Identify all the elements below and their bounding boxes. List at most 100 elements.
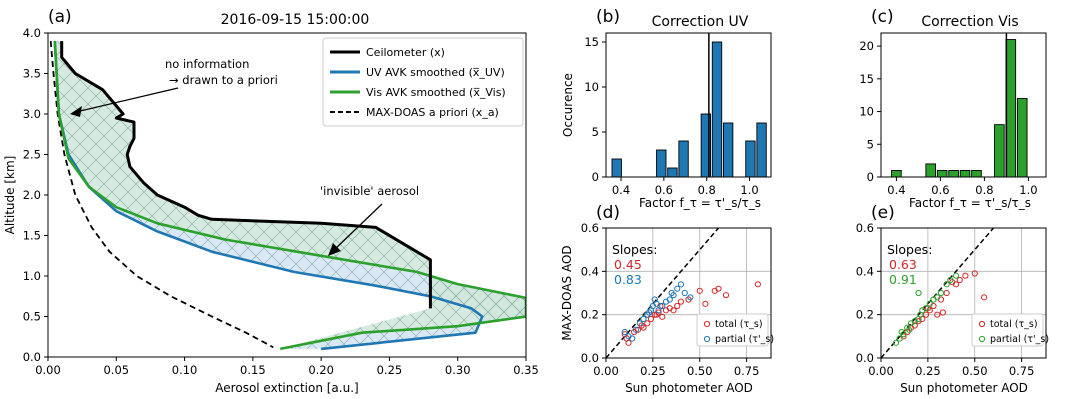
panel-d-point-partial (666, 296, 673, 303)
panel-c-bar (1005, 39, 1017, 178)
panel-c-title: Correction Vis (921, 14, 1018, 30)
panel-d-point-total (722, 292, 730, 299)
panel-e-point-partial (922, 305, 930, 312)
panel-e-ytick-label: 0.2 (856, 308, 874, 322)
legend-label-ceilometer: Ceilometer (x) (366, 46, 445, 59)
panel-a-xtick-label: 0.10 (172, 363, 198, 377)
panel-d-ytick-label: 0.6 (581, 221, 599, 235)
panel-d-xtick-label: 0.75 (734, 364, 760, 378)
panel-d-point-total (647, 315, 655, 323)
panel-b-yticks: 0 5 10 15 (584, 35, 606, 184)
panel-e-legend-marker-partial (978, 335, 986, 343)
panel-e-xtick-label: 0.00 (868, 364, 894, 378)
panel-d-ytick-label: 0.2 (581, 308, 599, 322)
panel-c-xlabel: Factor f_τ = τ'_s/τ_s (909, 196, 1031, 210)
panel-a-ytick-label: 0.0 (23, 350, 41, 364)
panel-a-ytick-label: 3.0 (23, 107, 41, 121)
line-uv-smoothed (53, 41, 484, 351)
panel-c-letter: (c) (871, 7, 894, 27)
panel-d-legend-box (696, 313, 769, 347)
panel-a-yticks: 0.0 0.5 1.0 1.5 2.0 2.5 3.0 3.5 4.0 (23, 26, 48, 364)
panel-e-point-partial (926, 300, 933, 307)
panel-c-bar (891, 170, 902, 178)
legend-box (322, 37, 524, 127)
panel-e-ytick-label: 0.6 (856, 221, 874, 235)
panel-d-point-total (625, 339, 632, 346)
panel-e-point-partial (947, 276, 954, 284)
panel-c-bar (959, 170, 971, 178)
panel-a-xlabel: Aerosol extinction [a.u.] (215, 381, 358, 395)
panel-b-letter: (b) (596, 7, 620, 27)
panel-a-fills (54, 41, 526, 349)
panel-d-point-partial (651, 296, 658, 303)
panel-e-point-partial (896, 335, 903, 342)
panel-d-xtick-label: 0.25 (640, 364, 666, 378)
panel-a-xtick-label: 0.00 (35, 363, 61, 377)
panel-b-bar (745, 140, 756, 178)
legend-label-vis: Vis AVK smoothed (x̅_Vis) (366, 86, 506, 99)
annotation-drawn-to-a-priori: → drawn to a priori (169, 73, 278, 87)
panel-b-title: Correction UV (652, 14, 749, 30)
panel-d-xticks: 0.00 0.25 0.50 0.75 (593, 358, 759, 378)
panel-a-ylabel: Altitude [km] (3, 156, 17, 235)
annotation-arrowhead-invisible (328, 243, 341, 256)
panel-a-ytick-label: 3.5 (23, 67, 41, 81)
panel-d-point-total (640, 324, 647, 331)
panel-b-ylabel: Occurence (561, 73, 575, 137)
panel-e-yticks: 0.0 0.2 0.4 0.6 (856, 221, 881, 365)
panel-d-point-total (655, 309, 662, 316)
panel-e-point-partial (952, 272, 960, 279)
line-vis-smoothed (53, 41, 526, 351)
panel-d-point-partial (677, 281, 685, 288)
panel-d-point-partial (687, 294, 694, 301)
panel-c-xtick-label: 0.8 (975, 183, 993, 197)
panel-e-xtick-label: 0.50 (962, 364, 988, 378)
panel-d-xtick-label: 0.50 (687, 364, 713, 378)
panel-d-point-partial (640, 315, 647, 323)
panel-e-slope-total: 0.63 (889, 257, 917, 272)
panel-d-point-partial (655, 307, 662, 314)
panel-a-xticks: 0.00 0.05 0.10 0.15 0.20 0.25 0.30 0.35 (35, 357, 539, 377)
panel-b-bar (711, 41, 723, 178)
panel-c-yticks: 0 5 10 15 20 (859, 39, 881, 184)
panel-a-ytick-label: 2.0 (23, 188, 41, 202)
panel-c-ytick-label: 0 (867, 170, 874, 184)
panel-e-point-total (981, 294, 988, 301)
panel-e-xlabel: Sun photometer AOD (900, 381, 1028, 395)
panel-c-ytick-label: 15 (859, 72, 874, 86)
panel-c: (c) Correction Vis 0.4 0.6 0.8 1.0 0 5 10 15 20… (859, 7, 1047, 210)
panel-e-ytick-label: 0.4 (856, 264, 874, 278)
panel-d-point-total (670, 307, 677, 314)
panel-d-ytick-label: 0.0 (581, 351, 599, 365)
panel-d-point-partial (636, 320, 643, 327)
panel-c-ytick-label: 20 (859, 39, 874, 53)
panel-e-slopes-label: Slopes: (887, 242, 932, 257)
panel-d-letter: (d) (596, 203, 620, 223)
panel-d-point-total (702, 300, 709, 307)
panel-b-ytick-label: 15 (584, 35, 599, 49)
panel-d-point-partial (659, 302, 666, 310)
panel-e-point-total (952, 281, 960, 288)
panel-a-ytick-label: 4.0 (23, 26, 41, 40)
annotation-no-information: no information (165, 57, 249, 71)
panel-b-xtick-label: 1.0 (740, 183, 758, 197)
annotation-arrow-invisible (333, 203, 383, 251)
panel-d-point-total (715, 285, 722, 292)
panel-d-point-partial (681, 289, 688, 297)
panel-b-xlabel: Factor f_τ = τ'_s/τ_s (639, 196, 761, 210)
panel-e-legend-marker-total (978, 320, 986, 328)
panel-c-bar (925, 163, 937, 178)
panel-c-bar (948, 170, 959, 178)
panel-d-point-total (674, 302, 681, 310)
panel-d-point-partial (646, 309, 653, 316)
panel-c-bar (994, 124, 1005, 178)
panel-b-xtick-label: 0.4 (612, 183, 630, 197)
panel-e-slope-partial: 0.91 (889, 272, 917, 287)
panel-e-point-partial (915, 289, 922, 297)
panel-d-point-total (754, 281, 761, 288)
panel-d-plot (606, 228, 761, 358)
panel-d-point-partial (674, 285, 681, 292)
panel-d-point-total (634, 326, 641, 333)
panel-a-xtick-label: 0.05 (103, 363, 129, 377)
panel-d-ytick-label: 0.4 (581, 264, 599, 278)
